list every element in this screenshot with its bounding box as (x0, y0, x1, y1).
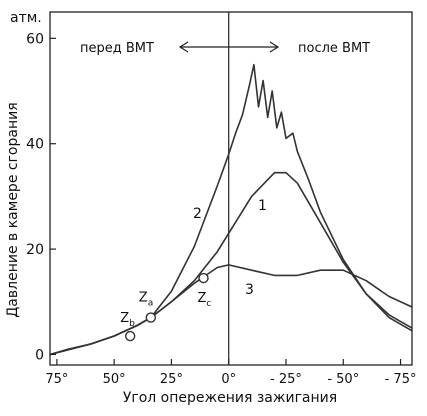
y-tick-label: 40 (26, 137, 44, 153)
series-line-1 (49, 171, 413, 356)
x-tick-label: 0° (221, 372, 236, 387)
curve-label-2: 2 (193, 206, 202, 222)
ignition-point-marker (198, 272, 209, 284)
region-label-after: после ВМТ (298, 41, 370, 56)
double-arrow (178, 41, 280, 53)
ignition-point-label: Za (139, 291, 153, 309)
y-axis-title: Давление в камере сгорания (5, 102, 21, 317)
series-line-3 (49, 264, 413, 356)
x-tick-label: 75° (45, 372, 68, 387)
x-tick-label: - 50° (327, 372, 359, 387)
x-tick-label: - 25° (270, 372, 302, 387)
y-unit-label: атм. (10, 10, 42, 26)
y-tick-label: 60 (26, 31, 44, 47)
x-tick-label: - 75° (385, 372, 417, 387)
plot-frame (49, 11, 413, 366)
ignition-point-label: Zb (120, 311, 135, 329)
x-tick-label: 50° (103, 372, 126, 387)
y-tick-label: 0 (35, 347, 44, 363)
curve-label-3: 3 (245, 282, 254, 298)
ignition-point-marker (145, 312, 157, 323)
curve-label-1: 1 (258, 198, 267, 214)
ticks-layer: 75° 50° 25° 0° - 25° - 50° - 75° 0 20 40 60 (26, 31, 416, 387)
series-line-2 (49, 63, 413, 356)
series-layer (49, 63, 413, 356)
y-tick-label: 20 (26, 242, 44, 258)
region-label-before: перед ВМТ (80, 41, 154, 56)
x-tick-label: 25° (160, 372, 183, 387)
x-axis-title: Угол опережения зажигания (123, 390, 337, 406)
ignition-point-label: Zc (198, 291, 212, 309)
ignition-point-marker (124, 330, 136, 342)
